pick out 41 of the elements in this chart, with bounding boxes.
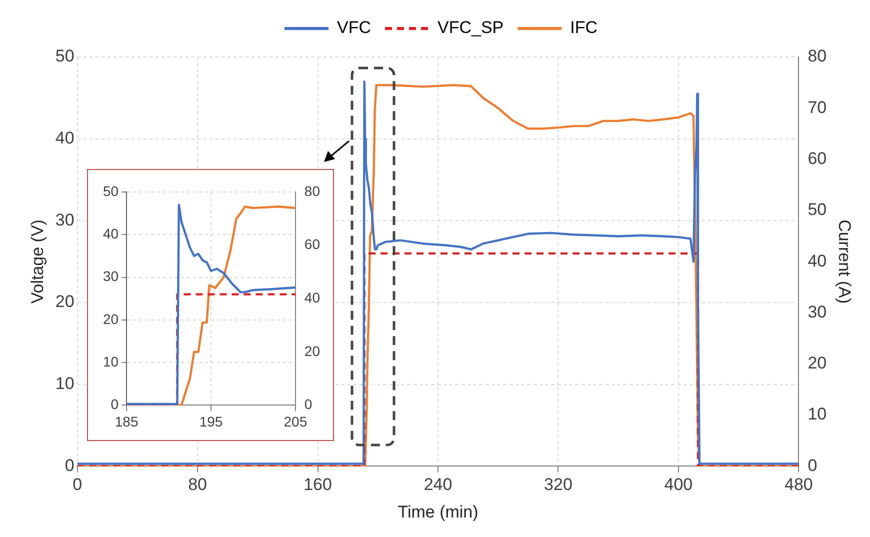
x-tick-label: 185 [114, 413, 138, 430]
x-tick-label: 195 [199, 413, 223, 430]
y-tick-label: 0 [110, 396, 119, 412]
y-tick-label: 30 [102, 268, 119, 284]
legend-label: VFC_SP [437, 18, 504, 38]
x-tick-label: 80 [188, 475, 207, 494]
y2-tick-label: 50 [808, 200, 827, 220]
x-tick-label: 205 [284, 413, 308, 430]
y-tick-label: 0 [64, 456, 74, 475]
y-tick-label: 50 [102, 182, 119, 199]
y2-tick-label: 80 [304, 182, 320, 199]
y2-tick-label: 0 [304, 396, 312, 412]
y2-tick-label: 60 [808, 148, 827, 168]
legend-label: VFC [336, 18, 371, 38]
y-tick-label: 50 [55, 46, 74, 66]
x-tick-label: 160 [304, 475, 332, 494]
x-tick-label: 400 [664, 475, 693, 494]
y2-tick-label: 10 [808, 404, 827, 424]
y2-tick-label: 20 [808, 354, 827, 373]
y-tick-label: 20 [102, 310, 119, 327]
y-tick-label: 30 [55, 210, 74, 230]
y2-tick-label: 40 [808, 251, 827, 270]
x-tick-label: 320 [544, 475, 572, 494]
x-tick-label: 480 [784, 475, 813, 494]
y-tick-label: 40 [55, 128, 74, 148]
y2-tick-label: 20 [304, 342, 320, 359]
y2-tick-label: 30 [808, 302, 827, 322]
y2-tick-label: 80 [808, 46, 827, 66]
y2-tick-label: 60 [304, 236, 320, 252]
x-tick-label: 240 [424, 475, 452, 494]
y-axis-title: Voltage (V) [28, 220, 47, 304]
y-tick-label: 10 [55, 374, 74, 394]
y2-tick-label: 0 [808, 456, 818, 475]
y-tick-label: 20 [55, 292, 74, 312]
y2-tick-label: 40 [304, 289, 320, 306]
legend-label: IFC [570, 18, 598, 38]
y2-axis-title: Current (A) [835, 220, 854, 304]
y-tick-label: 10 [102, 353, 119, 370]
y-tick-label: 40 [102, 226, 119, 242]
x-axis-title: Time (min) [398, 502, 478, 522]
y2-tick-label: 70 [808, 98, 827, 117]
